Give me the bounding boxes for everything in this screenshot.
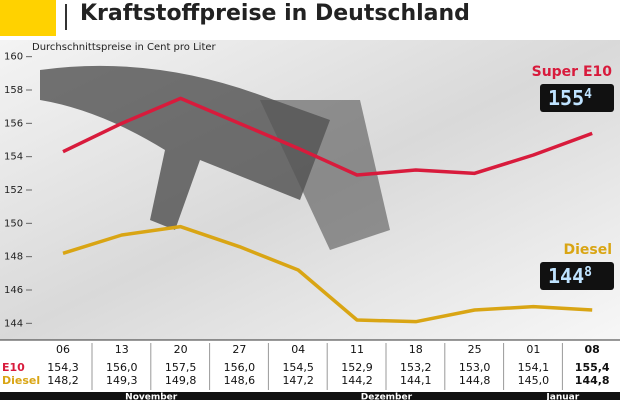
x-tick-label: 08 (585, 343, 600, 356)
data-label: 149,8 (165, 374, 197, 387)
chart-title: Kraftstoffpreise in Deutschland (80, 1, 470, 26)
display-text: 1448 (548, 264, 592, 288)
legend-label: Super E10 (532, 64, 613, 80)
month-bar (0, 392, 620, 400)
data-label: 153,0 (459, 361, 491, 374)
display-text: 1554 (548, 86, 592, 110)
nozzle-body (260, 100, 390, 250)
data-label: 144,1 (400, 374, 432, 387)
x-tick-label: 13 (115, 343, 129, 356)
y-tick-label: 146 (4, 285, 23, 296)
month-label: Januar (545, 393, 579, 400)
month-label: November (125, 393, 178, 400)
data-label: 156,0 (224, 361, 256, 374)
table-background (0, 340, 620, 392)
row-label: E10 (2, 361, 25, 374)
display-main: 155 (548, 86, 584, 110)
display-main: 144 (548, 264, 584, 288)
y-tick-label: 156 (4, 118, 23, 129)
data-label: 148,6 (224, 374, 256, 387)
y-tick-label: 160 (4, 52, 23, 63)
y-tick-label: 152 (4, 185, 23, 196)
yellow-square (0, 0, 56, 36)
x-tick-label: 06 (56, 343, 70, 356)
month-label: Dezember (361, 393, 413, 400)
digital-display (540, 84, 614, 112)
x-tick-label: 27 (232, 343, 246, 356)
y-tick-label: 158 (4, 85, 23, 96)
data-label: 157,5 (165, 361, 197, 374)
x-tick-label: 01 (526, 343, 540, 356)
x-tick-label: 25 (468, 343, 482, 356)
data-label: 147,2 (282, 374, 314, 387)
y-axis-label: Durchschnittspreise in Cent pro Liter (32, 42, 217, 53)
data-label: 155,4 (575, 361, 610, 374)
legend-label: Diesel (563, 242, 612, 258)
data-label: 154,3 (47, 361, 79, 374)
data-label: 145,0 (518, 374, 550, 387)
data-label: 154,5 (282, 361, 314, 374)
display-sup: 8 (584, 265, 592, 280)
y-tick-label: 144 (4, 318, 23, 329)
y-tick-label: 154 (4, 152, 23, 163)
pump-nozzle (40, 65, 330, 230)
y-tick-label: 150 (4, 218, 23, 229)
x-tick-label: 04 (291, 343, 305, 356)
digital-display (540, 262, 614, 290)
data-label: 144,8 (575, 374, 610, 387)
data-label: 148,2 (47, 374, 79, 387)
display-sup: 4 (584, 87, 592, 102)
data-label: 154,1 (518, 361, 550, 374)
data-label: 152,9 (341, 361, 373, 374)
data-label: 144,2 (341, 374, 373, 387)
data-label: 149,3 (106, 374, 138, 387)
data-label: 156,0 (106, 361, 138, 374)
x-tick-label: 11 (350, 343, 364, 356)
y-tick-label: 148 (4, 252, 23, 263)
line-series (62, 96, 593, 177)
x-tick-label: 18 (409, 343, 423, 356)
data-label: 153,2 (400, 361, 432, 374)
line-series (62, 224, 593, 324)
x-tick-label: 20 (174, 343, 188, 356)
data-label: 144,8 (459, 374, 491, 387)
row-label: Diesel (2, 374, 40, 387)
